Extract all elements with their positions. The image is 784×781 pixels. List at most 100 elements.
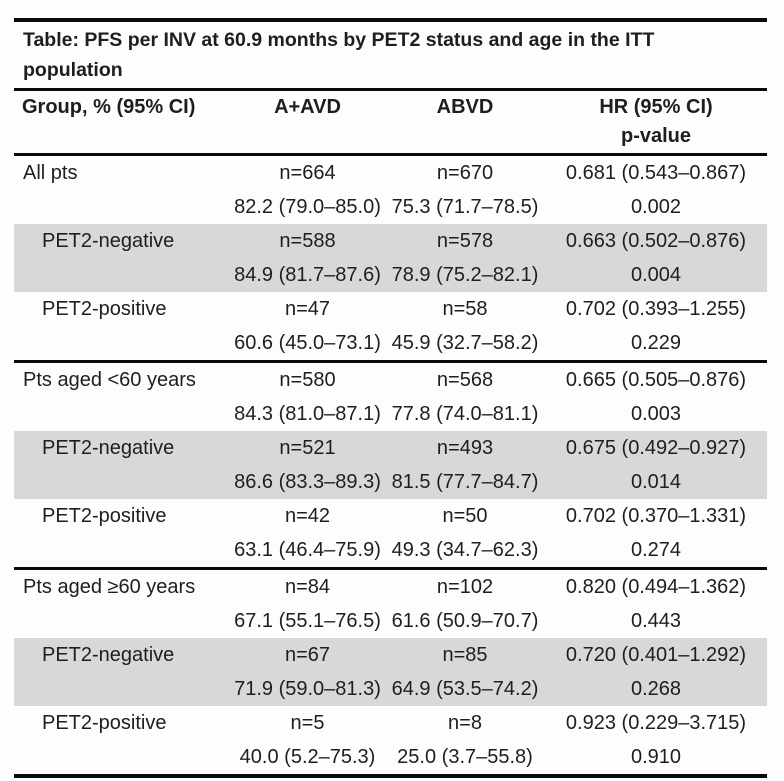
aavd-cell: n=5 40.0 (5.2–75.3) xyxy=(230,706,385,774)
aavd-cell: n=67 71.9 (59.0–81.3) xyxy=(230,638,385,706)
group-cell: PET2-negative xyxy=(14,431,230,499)
abvd-pct: 75.3 (71.7–78.5) xyxy=(391,196,539,218)
pfs-results-table: Table: PFS per INV at 60.9 months by PET… xyxy=(14,18,767,778)
abvd-pct: 25.0 (3.7–55.8) xyxy=(397,746,533,768)
p-value: 0.004 xyxy=(630,264,682,286)
hr-cell: 0.681 (0.543–0.867) 0.002 xyxy=(545,155,767,225)
abvd-pct: 49.3 (34.7–62.3) xyxy=(391,539,539,561)
abvd-pct: 78.9 (75.2–82.1) xyxy=(391,264,539,286)
hr-value: 0.665 (0.505–0.876) xyxy=(565,369,747,391)
abvd-cell: n=58 45.9 (32.7–58.2) xyxy=(385,292,545,362)
aavd-pct: 60.6 (45.0–73.1) xyxy=(234,332,381,354)
aavd-pct: 82.2 (79.0–85.0) xyxy=(234,196,381,218)
hr-cell: 0.665 (0.505–0.876) 0.003 xyxy=(545,360,767,431)
table-row: PET2-positive n=47 60.6 (45.0–73.1) n=58 4… xyxy=(14,292,767,362)
aavd-pct: 84.3 (81.0–87.1) xyxy=(234,403,381,425)
group-cell: Pts aged ≥60 years xyxy=(14,567,230,638)
group-cell: Pts aged <60 years xyxy=(14,360,230,431)
hr-value: 0.663 (0.502–0.876) xyxy=(565,230,747,252)
group-label: Pts aged ≥60 years xyxy=(23,576,196,598)
group-cell: PET2-negative xyxy=(14,638,230,706)
hr-value: 0.820 (0.494–1.362) xyxy=(565,576,747,598)
group-cell: PET2-positive xyxy=(14,499,230,569)
group-cell: PET2-positive xyxy=(14,706,230,774)
abvd-cell: n=670 75.3 (71.7–78.5) xyxy=(385,155,545,225)
group-label: PET2-positive xyxy=(42,712,167,734)
aavd-n: n=47 xyxy=(284,298,331,320)
p-value: 0.003 xyxy=(630,403,682,425)
table-row: PET2-negative n=67 71.9 (59.0–81.3) n=85 6… xyxy=(14,638,767,706)
table-row: PET2-negative n=521 86.6 (83.3–89.3) n=49… xyxy=(14,431,767,499)
table-row: PET2-positive n=42 63.1 (46.4–75.9) n=50 4… xyxy=(14,499,767,569)
table-row: PET2-positive n=5 40.0 (5.2–75.3) n=8 25.0… xyxy=(14,706,767,774)
hr-cell: 0.820 (0.494–1.362) 0.443 xyxy=(545,567,767,638)
table-row: All pts n=664 82.2 (79.0–85.0) n=670 75.3 … xyxy=(14,155,767,225)
abvd-n: n=493 xyxy=(436,437,494,459)
group-label: PET2-positive xyxy=(42,505,167,527)
aavd-pct: 84.9 (81.7–87.6) xyxy=(234,264,381,286)
p-value: 0.910 xyxy=(630,746,682,768)
abvd-cell: n=578 78.9 (75.2–82.1) xyxy=(385,224,545,292)
group-cell: PET2-positive xyxy=(14,292,230,362)
hr-value: 0.681 (0.543–0.867) xyxy=(565,162,747,184)
hr-value: 0.923 (0.229–3.715) xyxy=(565,712,747,734)
abvd-pct: 64.9 (53.5–74.2) xyxy=(391,678,539,700)
hr-value: 0.675 (0.492–0.927) xyxy=(565,437,747,459)
abvd-n: n=102 xyxy=(436,576,494,598)
aavd-pct: 86.6 (83.3–89.3) xyxy=(234,471,381,493)
data-table: Group, % (95% CI) A+AVD ABVD HR (95% CI)… xyxy=(14,91,767,774)
abvd-n: n=58 xyxy=(442,298,488,320)
col-header-abvd: ABVD xyxy=(385,91,545,156)
col-header-aavd: A+AVD xyxy=(230,91,385,156)
group-label: Pts aged <60 years xyxy=(23,369,196,391)
aavd-cell: n=521 86.6 (83.3–89.3) xyxy=(230,431,385,499)
hr-cell: 0.923 (0.229–3.715) 0.910 xyxy=(545,706,767,774)
aavd-n: n=67 xyxy=(284,644,331,666)
table-title: Table: PFS per INV at 60.9 months by PET… xyxy=(14,22,767,91)
aavd-n: n=84 xyxy=(284,576,331,598)
col-header-hr: HR (95% CI) xyxy=(599,96,713,118)
group-label: PET2-positive xyxy=(42,298,167,320)
aavd-cell: n=580 84.3 (81.0–87.1) xyxy=(230,360,385,431)
table-row: PET2-negative n=588 84.9 (81.7–87.6) n=57… xyxy=(14,224,767,292)
header-row: Group, % (95% CI) A+AVD ABVD HR (95% CI)… xyxy=(14,91,767,156)
aavd-n: n=42 xyxy=(284,505,331,527)
abvd-cell: n=568 77.8 (74.0–81.1) xyxy=(385,360,545,431)
col-header-pvalue: p-value xyxy=(620,125,692,147)
hr-cell: 0.720 (0.401–1.292) 0.268 xyxy=(545,638,767,706)
p-value: 0.268 xyxy=(630,678,682,700)
hr-value: 0.720 (0.401–1.292) xyxy=(565,644,747,666)
p-value: 0.229 xyxy=(630,332,682,354)
aavd-cell: n=84 67.1 (55.1–76.5) xyxy=(230,567,385,638)
abvd-cell: n=8 25.0 (3.7–55.8) xyxy=(385,706,545,774)
p-value: 0.014 xyxy=(630,471,682,493)
table-row: Pts aged ≥60 years n=84 67.1 (55.1–76.5) … xyxy=(14,567,767,638)
abvd-n: n=670 xyxy=(436,162,494,184)
group-label: PET2-negative xyxy=(42,230,175,252)
abvd-cell: n=50 49.3 (34.7–62.3) xyxy=(385,499,545,569)
hr-value: 0.702 (0.370–1.331) xyxy=(565,505,747,527)
aavd-pct: 71.9 (59.0–81.3) xyxy=(234,678,381,700)
aavd-n: n=521 xyxy=(279,437,336,459)
group-cell: PET2-negative xyxy=(14,224,230,292)
aavd-cell: n=42 63.1 (46.4–75.9) xyxy=(230,499,385,569)
aavd-pct: 63.1 (46.4–75.9) xyxy=(234,539,381,561)
group-cell: All pts xyxy=(14,155,230,225)
aavd-pct: 67.1 (55.1–76.5) xyxy=(234,610,381,632)
abvd-cell: n=85 64.9 (53.5–74.2) xyxy=(385,638,545,706)
hr-cell: 0.702 (0.370–1.331) 0.274 xyxy=(545,499,767,569)
group-label: PET2-negative xyxy=(42,644,175,666)
aavd-n: n=664 xyxy=(279,162,336,184)
abvd-pct: 45.9 (32.7–58.2) xyxy=(391,332,539,354)
abvd-n: n=50 xyxy=(442,505,488,527)
col-header-group: Group, % (95% CI) xyxy=(14,91,230,156)
abvd-n: n=85 xyxy=(442,644,488,666)
table-row: Pts aged <60 years n=580 84.3 (81.0–87.1)… xyxy=(14,360,767,431)
p-value: 0.274 xyxy=(630,539,682,561)
p-value: 0.002 xyxy=(630,196,682,218)
aavd-pct: 40.0 (5.2–75.3) xyxy=(239,746,376,768)
aavd-n: n=580 xyxy=(279,369,336,391)
abvd-pct: 61.6 (50.9–70.7) xyxy=(391,610,539,632)
abvd-cell: n=493 81.5 (77.7–84.7) xyxy=(385,431,545,499)
abvd-n: n=568 xyxy=(436,369,494,391)
